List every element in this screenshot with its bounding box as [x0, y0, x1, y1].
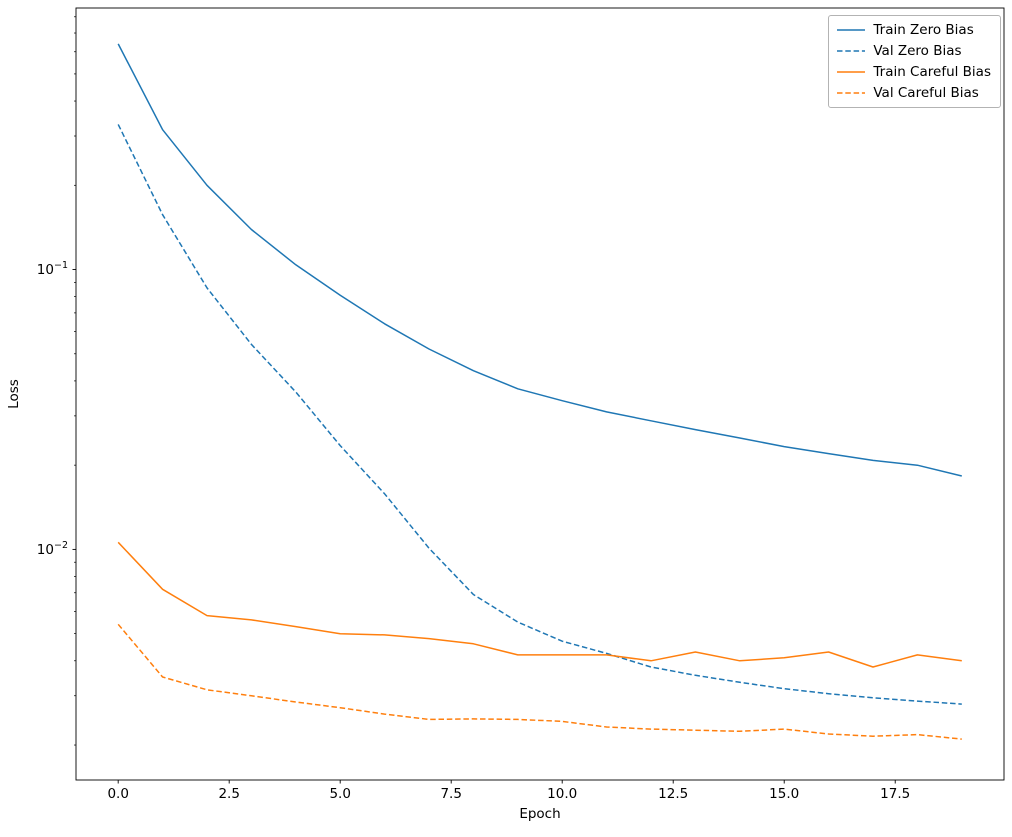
- x-tick-label: 2.5: [218, 786, 239, 802]
- x-axis-label: Epoch: [519, 806, 560, 822]
- legend-label: Train Zero Bias: [873, 22, 974, 38]
- series-line-train-zero-bias: [117, 43, 962, 477]
- plot-area: 0.0 2.5 5.0 7.5 10.0 12.5 15.0 17.5 10−1 10−2: [37, 7, 1005, 802]
- legend-line-sample: [837, 71, 866, 73]
- legend: Train Zero Bias Val Zero Bias Train Carefu…: [828, 15, 1001, 108]
- x-tick-label: 12.5: [658, 786, 688, 802]
- x-tick-label: 15.0: [769, 786, 799, 802]
- y-tick-label: 10−1: [37, 260, 68, 278]
- plot-border: [75, 7, 1005, 781]
- legend-line-sample: [837, 92, 866, 94]
- series-line-val-zero-bias: [117, 124, 962, 705]
- series-line-train-careful-bias: [117, 541, 962, 668]
- y-axis-label: Loss: [6, 379, 22, 409]
- legend-line-sample: [837, 29, 866, 31]
- x-tick-label: 10.0: [547, 786, 577, 802]
- x-tick-label: 17.5: [880, 786, 910, 802]
- legend-item: Train Zero Bias: [836, 21, 991, 39]
- x-tick-label: 0.0: [107, 786, 128, 802]
- legend-item: Val Zero Bias: [836, 42, 991, 60]
- legend-item: Train Careful Bias: [836, 63, 991, 81]
- legend-line-sample: [837, 50, 866, 52]
- legend-label: Train Careful Bias: [873, 64, 991, 80]
- series-line-val-careful-bias: [117, 623, 962, 740]
- legend-item: Val Careful Bias: [836, 84, 991, 102]
- legend-label: Val Careful Bias: [873, 85, 979, 101]
- x-tick-label: 5.0: [329, 786, 350, 802]
- y-tick-label: 10−2: [37, 540, 68, 558]
- x-tick-label: 7.5: [440, 786, 461, 802]
- legend-label: Val Zero Bias: [873, 43, 962, 59]
